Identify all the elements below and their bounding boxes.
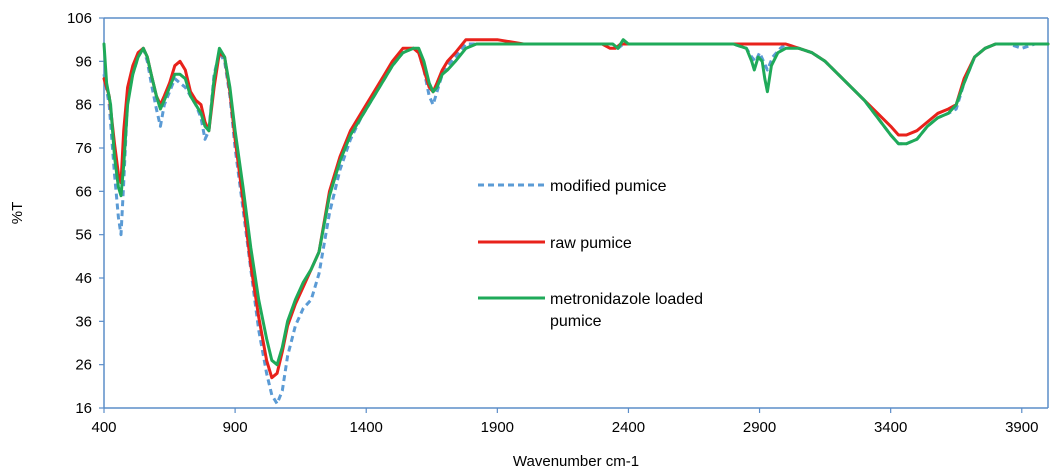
legend-label: modified pumice: [550, 178, 667, 195]
series-line-metronidazole-loaded-pumice: [102, 38, 1050, 367]
series-group: [102, 38, 1050, 406]
y-tick-label: 86: [75, 97, 92, 114]
y-tick-label: 16: [75, 400, 92, 417]
x-tick-label: 2900: [743, 419, 776, 436]
x-tick-label: 1900: [481, 419, 514, 436]
y-tick-label: 26: [75, 357, 92, 374]
y-tick-label: 56: [75, 227, 92, 244]
x-tick-label: 3900: [1005, 419, 1038, 436]
x-tick-label: 400: [91, 419, 116, 436]
x-axis-title: Wavenumber cm-1: [513, 453, 639, 470]
series-line-modified-pumice: [102, 42, 1048, 406]
legend-label: metronidazole loaded pumice: [550, 291, 703, 330]
x-tick-label: 3400: [874, 419, 907, 436]
x-ticks: 400 900 1400 1900 2400 2900 3400 3900: [91, 408, 1038, 436]
legend: modified pumice raw pumice metronidazole l…: [478, 178, 703, 330]
x-tick-label: 900: [223, 419, 248, 436]
x-tick-label: 2400: [612, 419, 645, 436]
y-tick-label: 46: [75, 270, 92, 287]
y-tick-label: 76: [75, 140, 92, 157]
y-axis-title: %T: [9, 202, 26, 225]
legend-label: raw pumice: [550, 235, 632, 252]
y-tick-label: 96: [75, 53, 92, 70]
y-tick-label: 66: [75, 183, 92, 200]
x-tick-label: 1400: [350, 419, 383, 436]
y-tick-label: 36: [75, 313, 92, 330]
y-ticks: 16 26 36 46 56 66 76 86 96 106: [67, 10, 104, 417]
y-tick-label: 106: [67, 10, 92, 27]
